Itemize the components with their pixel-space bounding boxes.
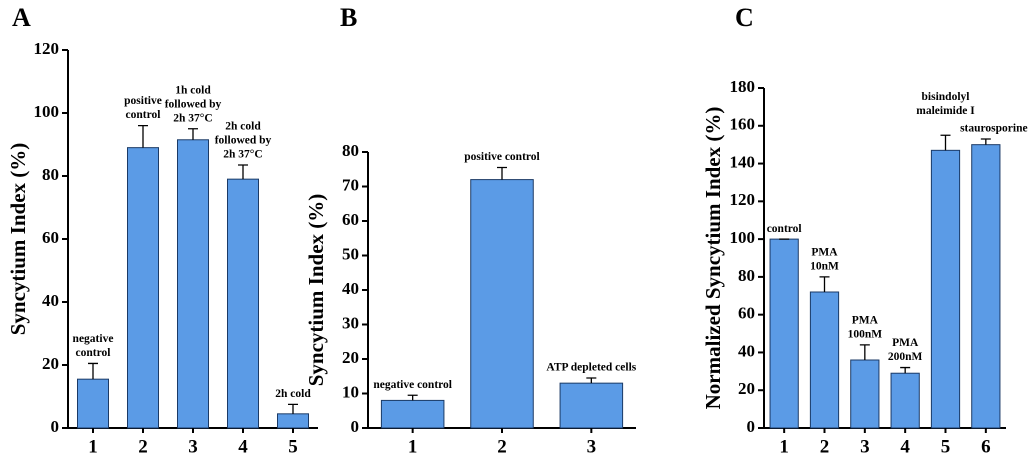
bar <box>277 413 309 429</box>
y-axis-label: Syncytium Index (%) <box>6 143 30 336</box>
bar <box>470 179 534 429</box>
bar-annotation: 2h cold <box>225 121 261 133</box>
x-tick-label: 3 <box>587 436 597 457</box>
bar-annotation: maleimide I <box>916 105 975 117</box>
bar-annotation: 100nM <box>848 329 883 341</box>
x-tick-label: 2 <box>497 436 507 457</box>
bar-annotation: 200nM <box>888 351 923 363</box>
error-bar <box>238 164 248 180</box>
bar-annotation: staurosporine <box>960 123 1028 135</box>
y-axis-label: Normalized Syncytium Index (%) <box>701 107 725 410</box>
y-tick-label: 160 <box>730 115 756 134</box>
bar <box>971 144 1001 429</box>
bar-annotation: control <box>767 223 802 235</box>
y-tick-label: 100 <box>34 102 60 121</box>
y-tick-label: 20 <box>42 354 59 373</box>
y-tick-label: 80 <box>42 165 59 184</box>
bar-annotation: 2h 37°C <box>223 149 262 161</box>
y-tick-label: 60 <box>42 228 59 247</box>
x-tick-label: 1 <box>88 436 98 457</box>
error-bar <box>288 403 298 414</box>
bar-annotation: PMA <box>892 337 919 349</box>
error-bar <box>138 124 148 148</box>
x-tick-label: 5 <box>941 436 951 457</box>
y-tick-label: 0 <box>51 417 60 436</box>
bar <box>930 149 961 429</box>
bar-annotation: 2h cold <box>275 388 311 400</box>
bar-annotation: negative control <box>373 379 452 391</box>
bar <box>127 147 159 429</box>
y-tick-label: 180 <box>730 77 756 96</box>
y-tick-label: 120 <box>730 190 756 209</box>
bar <box>809 291 840 429</box>
bar-annotation: positive <box>124 95 162 107</box>
error-bar <box>88 362 98 380</box>
error-bar <box>586 377 597 384</box>
y-tick-label: 10 <box>342 382 359 401</box>
bar-annotation: ATP depleted cells <box>546 362 636 374</box>
bar <box>850 359 880 429</box>
x-tick-label: 3 <box>860 436 870 457</box>
bar-annotation: followed by <box>215 135 272 147</box>
bar-annotation: control <box>76 347 111 359</box>
y-tick-label: 20 <box>738 379 755 398</box>
x-tick-label: 6 <box>981 436 991 457</box>
bar <box>890 372 920 429</box>
panel-label: A <box>12 3 31 32</box>
bar <box>177 139 209 429</box>
y-tick-label: 100 <box>730 228 756 247</box>
panel-label: C <box>735 3 754 32</box>
x-tick-label: 2 <box>138 436 148 457</box>
x-tick-label: 4 <box>900 436 910 457</box>
y-tick-label: 20 <box>342 348 359 367</box>
error-bar <box>980 138 991 145</box>
bar <box>77 378 109 429</box>
error-bar <box>940 134 951 151</box>
bar <box>227 178 259 429</box>
error-bar <box>819 276 830 292</box>
error-bar <box>188 128 198 140</box>
y-tick-label: 80 <box>342 141 359 160</box>
y-tick-label: 0 <box>351 417 360 436</box>
bar <box>769 238 799 429</box>
y-tick-label: 50 <box>342 244 359 263</box>
error-bar <box>900 366 911 374</box>
bar-annotation: negative <box>73 333 114 345</box>
bar-annotation: bisindolyl <box>922 91 970 103</box>
y-tick-label: 60 <box>342 210 359 229</box>
x-tick-label: 4 <box>238 436 248 457</box>
y-tick-label: 40 <box>738 341 755 360</box>
bar-annotation: positive control <box>464 151 540 163</box>
bar <box>559 382 624 429</box>
x-tick-label: 1 <box>779 436 789 457</box>
y-tick-label: 60 <box>738 304 755 323</box>
y-tick-label: 0 <box>747 417 756 436</box>
x-tick-label: 5 <box>288 436 298 457</box>
y-tick-label: 30 <box>342 313 359 332</box>
panel-label: B <box>340 3 357 32</box>
y-tick-label: 140 <box>730 152 756 171</box>
error-bar <box>407 394 418 401</box>
y-tick-label: 40 <box>342 279 359 298</box>
y-tick-label: 80 <box>738 266 755 285</box>
y-tick-label: 120 <box>34 39 60 58</box>
y-tick-label: 70 <box>342 175 359 194</box>
y-axis-label: Syncytium Index (%) <box>304 194 328 387</box>
x-tick-label: 2 <box>820 436 830 457</box>
error-bar <box>497 166 507 180</box>
bar-annotation: PMA <box>811 247 838 259</box>
bar-annotation: control <box>126 109 161 121</box>
bar-annotation: 10nM <box>810 261 839 273</box>
bar-annotation: PMA <box>852 315 879 327</box>
bar-annotation: 2h 37°C <box>173 112 212 124</box>
bar-annotation: followed by <box>165 98 222 110</box>
x-tick-label: 1 <box>408 436 418 457</box>
bar <box>380 399 445 429</box>
bar-annotation: 1h cold <box>175 84 211 96</box>
error-bar <box>859 344 870 360</box>
y-tick-label: 40 <box>42 291 59 310</box>
x-tick-label: 3 <box>188 436 198 457</box>
